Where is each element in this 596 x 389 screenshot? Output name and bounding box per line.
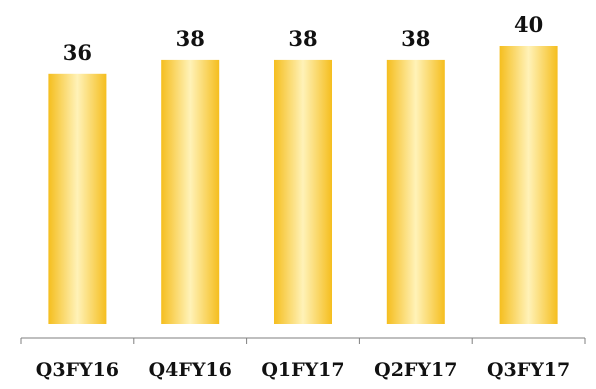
bars-group	[48, 46, 558, 325]
x-tick-label-q3fy16: Q3FY16	[36, 359, 119, 381]
category-labels-group: Q3FY16 Q4FY16 Q1FY17 Q2FY17 Q3FY17	[36, 359, 570, 381]
x-tick-label-q4fy16: Q4FY16	[149, 359, 232, 381]
data-label-q3fy17: 40	[514, 12, 543, 37]
data-label-q3fy16: 36	[63, 40, 92, 65]
data-label-q2fy17: 38	[401, 26, 430, 51]
bar-q3fy16	[48, 73, 107, 324]
x-tick-label-q1fy17: Q1FY17	[261, 359, 344, 381]
bar-q2fy17	[386, 59, 445, 325]
bar-q1fy17	[274, 59, 332, 325]
data-label-q1fy17: 38	[288, 26, 317, 51]
data-label-q4fy16: 38	[176, 26, 205, 51]
x-tick-label-q3fy17: Q3FY17	[487, 359, 570, 381]
x-axis-ticks	[20, 338, 586, 344]
bar-q4fy16	[161, 59, 220, 325]
value-labels-group: 36 38 38 38 40	[63, 12, 543, 65]
bar-q3fy17	[499, 46, 558, 324]
x-tick-label-q2fy17: Q2FY17	[374, 359, 457, 381]
